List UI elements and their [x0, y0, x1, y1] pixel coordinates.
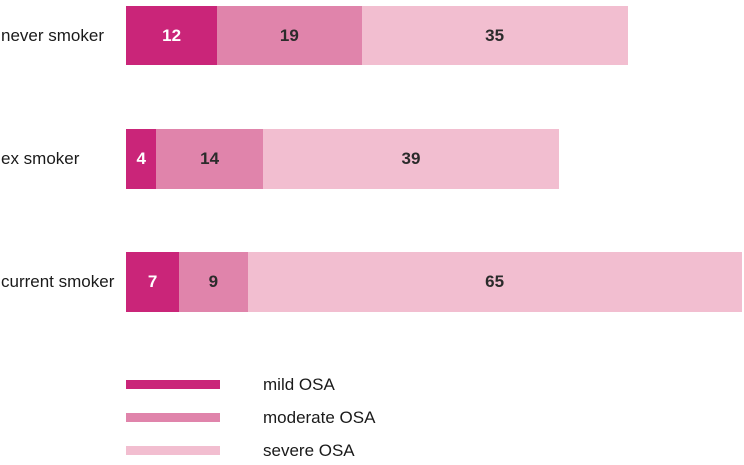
bar-segment-severe: 65: [247, 252, 742, 312]
legend-label: mild OSA: [263, 374, 335, 394]
category-label: ex smoker: [1, 149, 80, 168]
legend-item: mild OSA: [0, 368, 744, 401]
segment-value: 19: [279, 25, 299, 45]
segment-value: 65: [485, 272, 505, 291]
bar-segment-mild: 4: [126, 129, 157, 189]
legend-label: moderate OSA: [263, 407, 376, 427]
legend: mild OSA moderate OSA severe OSA: [0, 368, 744, 465]
bar-segment-moderate: 19: [217, 6, 362, 65]
legend-swatch-severe: [126, 446, 220, 455]
segment-value: 35: [485, 25, 505, 45]
bar-row: never smoker 12 19 35: [0, 6, 744, 65]
bar-segment-severe: 39: [262, 129, 560, 189]
bar-segment-mild: 7: [126, 252, 180, 312]
category-label: current smoker: [1, 272, 115, 291]
bar-segment-severe: 35: [361, 6, 628, 65]
bar-row: ex smoker 4 14 39: [0, 129, 744, 189]
segment-value: 14: [200, 149, 220, 168]
legend-swatch-moderate: [126, 413, 220, 422]
stacked-bar: 4 14 39: [126, 129, 560, 189]
legend-swatch-mild: [126, 380, 220, 389]
stacked-bar: 7 9 65: [126, 252, 742, 312]
legend-item: moderate OSA: [0, 401, 744, 434]
bar-segment-mild: 12: [126, 6, 218, 65]
segment-value: 9: [208, 272, 219, 291]
stacked-bar: 12 19 35: [126, 6, 628, 65]
legend-item: severe OSA: [0, 434, 744, 465]
legend-label: severe OSA: [263, 440, 355, 460]
bar-segment-moderate: 9: [179, 252, 248, 312]
bar-row: current smoker 7 9 65: [0, 252, 744, 312]
segment-value: 7: [147, 272, 158, 291]
segment-value: 4: [136, 149, 146, 168]
category-label: never smoker: [1, 25, 104, 45]
segment-value: 12: [162, 25, 182, 45]
segment-value: 39: [401, 149, 421, 168]
bar-segment-moderate: 14: [156, 129, 263, 189]
